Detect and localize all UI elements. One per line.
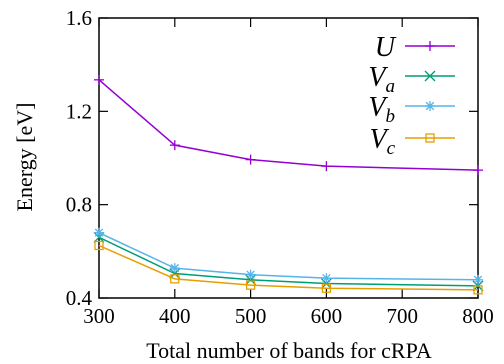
series-u [94,74,483,176]
data-point-v-b [321,273,332,284]
legend-entry-v-a: Va [368,62,455,97]
plot-frame [98,17,479,299]
legend-label-v-a: Va [368,62,395,97]
data-point-v-b [169,263,180,274]
series-v-c [94,240,483,295]
y-tick-label: 0.4 [66,286,93,310]
y-axis-ticks: 0.4 0.8 1.2 1.6 [66,6,478,310]
legend-entry-v-c: Vc [369,124,455,159]
series-v-a [93,231,484,292]
data-point-u [94,74,104,85]
legend-label-v-c: Vc [369,124,395,159]
legend-marker-v-b [425,101,435,111]
legend-entry-u: U [375,32,455,63]
y-tick-label: 1.6 [66,6,92,30]
plot-area [98,17,479,299]
series-line-v-b [98,231,479,281]
x-axis-ticks: 300 400 500 600 700 800 [83,18,494,328]
x-tick-label: 600 [311,304,343,328]
data-point-u [245,154,256,165]
data-point-v-a [245,274,257,286]
data-point-u [473,165,483,176]
data-point-v-b [94,227,104,238]
data-point-v-c [473,285,483,295]
series-line-u [98,79,479,171]
data-point-v-b [245,269,256,280]
data-point-u [169,140,180,151]
y-axis-label: Energy [eV] [12,103,37,212]
legend-marker-v-a [424,70,436,82]
data-point-v-a [320,278,332,289]
y-tick-label: 0.8 [66,193,92,217]
data-point-v-c [94,240,104,251]
data-point-v-b [473,274,483,285]
legend-label-v-b: Vb [368,92,395,127]
x-tick-label: 500 [235,304,267,328]
series-line-v-c [98,244,479,291]
series-v-b [94,227,483,285]
legend-label-u: U [375,32,397,63]
series-layer [93,74,484,295]
data-point-u [321,161,332,172]
legend-entry-v-b: Vb [368,92,455,127]
legend-marker-u [425,41,435,51]
x-tick-label: 700 [386,304,418,328]
data-point-v-c [245,280,256,290]
data-point-v-c [170,274,180,284]
y-tick-label: 1.2 [66,99,92,123]
data-point-v-c [321,283,332,293]
legend-marker-v-c [425,133,435,143]
x-tick-label: 800 [462,304,494,328]
x-tick-label: 300 [83,304,115,328]
x-axis-label: Total number of bands for cRPA [146,338,432,363]
x-tick-label: 400 [159,304,191,328]
